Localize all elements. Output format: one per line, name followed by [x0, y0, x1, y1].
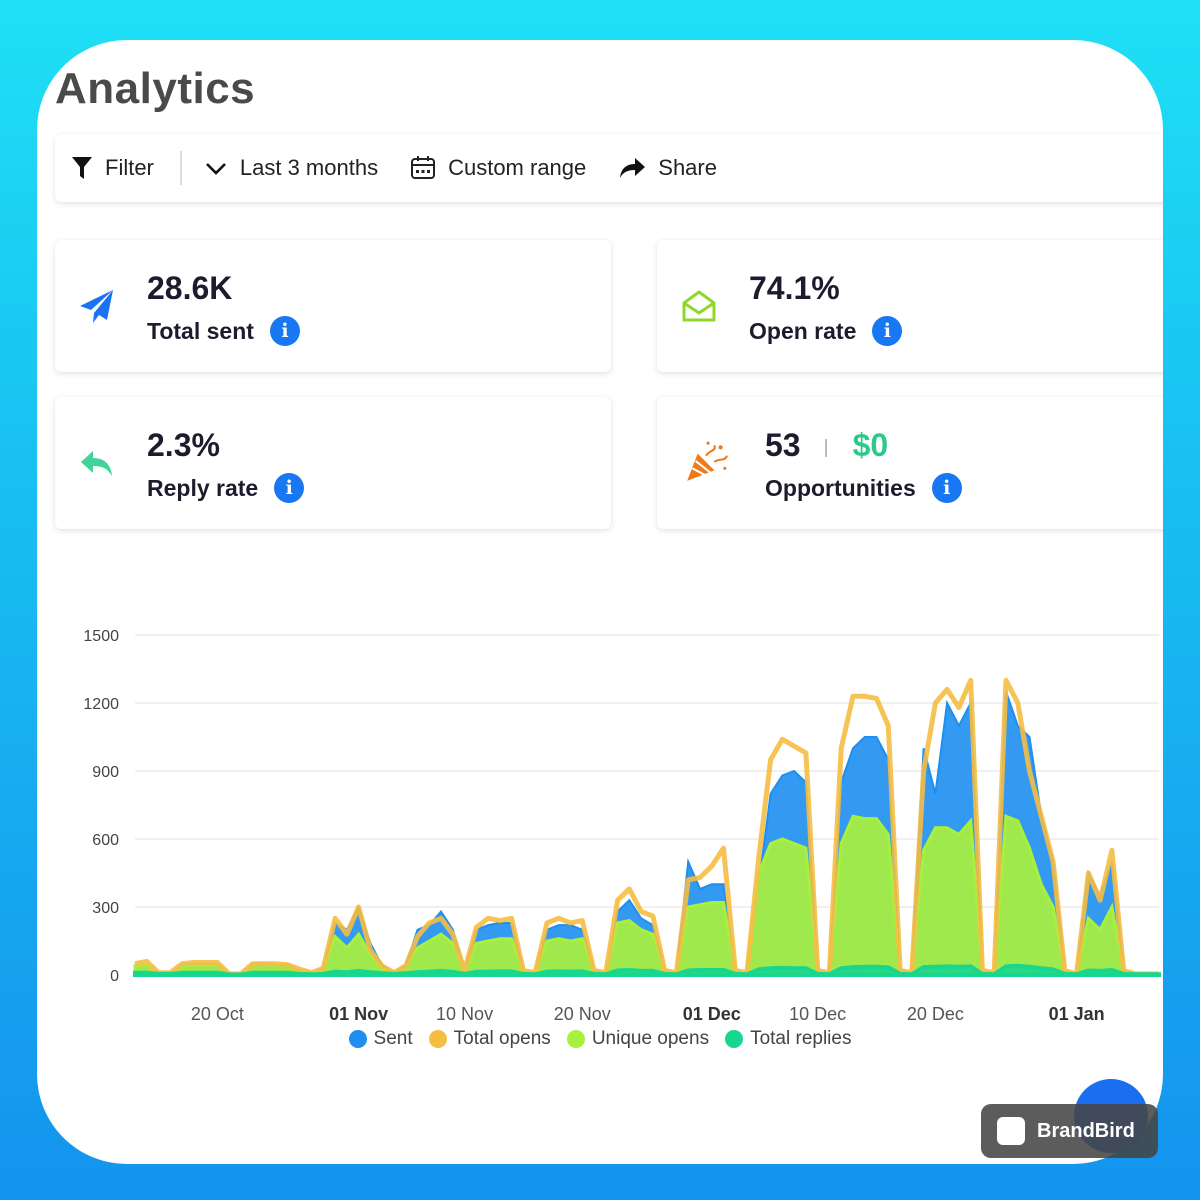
- legend-item-sent[interactable]: Sent: [348, 1028, 413, 1050]
- info-icon[interactable]: i: [269, 316, 300, 346]
- stat-label-text: Reply rate: [147, 474, 259, 501]
- stat-label: Reply rate i: [147, 473, 305, 503]
- x-tick-label: 01 Jan: [1049, 1004, 1105, 1024]
- series-total-replies-area: [133, 963, 1161, 977]
- legend-label: Total opens: [453, 1028, 551, 1049]
- y-tick-label: 1200: [83, 696, 119, 713]
- toolbar: Filter Last 3 months Custom range Share: [55, 134, 1163, 202]
- toolbar-divider: [179, 151, 182, 185]
- legend-swatch: [566, 1030, 585, 1048]
- x-tick-label: 10 Nov: [436, 1004, 493, 1024]
- legend-label: Total replies: [750, 1028, 852, 1049]
- stat-value: 28.6K: [147, 270, 233, 306]
- series-total-opens-line: [134, 677, 1159, 977]
- legend-item-unique-opens[interactable]: Unique opens: [566, 1028, 710, 1050]
- analytics-chart: 0 300 600 900 1200 1500 20 Oct 01 Nov 10 Nov 20 N…: [83, 628, 1161, 1024]
- paper-plane-icon: [80, 290, 113, 323]
- stat-label-text: Opportunities: [765, 474, 916, 501]
- x-tick-label: 10 Dec: [789, 1004, 846, 1024]
- y-tick-label: 300: [92, 900, 119, 917]
- series-unique-opens-area: [133, 814, 1161, 977]
- custom-range-button[interactable]: Custom range: [410, 155, 586, 181]
- share-arrow-icon: [620, 158, 646, 178]
- legend-item-total-replies[interactable]: Total replies: [725, 1028, 851, 1050]
- filter-button[interactable]: Filter: [71, 155, 154, 181]
- stat-value: 53 $0: [765, 427, 888, 464]
- legend-swatch: [725, 1030, 744, 1048]
- page-title: Analytics: [55, 64, 256, 113]
- date-range-dropdown[interactable]: Last 3 months: [204, 155, 378, 181]
- legend-item-total-opens[interactable]: Total opens: [428, 1028, 551, 1050]
- x-tick-label: 20 Oct: [191, 1004, 244, 1024]
- date-range-label: Last 3 months: [239, 155, 379, 180]
- y-tick-label: 0: [110, 968, 119, 985]
- filter-label: Filter: [105, 155, 154, 180]
- brandbird-logo-icon: [997, 1117, 1025, 1145]
- y-tick-label: 600: [92, 832, 119, 849]
- stat-opportunities: 53 $0 Opportunities i: [657, 397, 1163, 529]
- x-tick-label: 01 Dec: [683, 1004, 741, 1024]
- info-icon[interactable]: i: [931, 473, 962, 503]
- calendar-icon: [411, 156, 436, 179]
- y-tick-label: 900: [92, 764, 119, 781]
- brand-watermark: BrandBird: [981, 1104, 1158, 1158]
- stat-open-rate: 74.1% Open rate i: [657, 240, 1163, 372]
- y-tick-label: 1500: [83, 628, 119, 645]
- filter-icon: [72, 157, 92, 179]
- x-tick-label: 01 Nov: [329, 1004, 388, 1024]
- chevron-down-icon: [205, 163, 226, 175]
- legend-label: Sent: [373, 1028, 413, 1049]
- reply-arrow-icon: [81, 451, 112, 476]
- info-icon[interactable]: i: [872, 316, 903, 346]
- share-label: Share: [658, 155, 717, 180]
- party-popper-icon: [687, 441, 728, 481]
- value-divider: [824, 438, 827, 457]
- analytics-card: Analytics Filter Last 3 months Custom ra…: [37, 40, 1163, 1164]
- legend-label: Unique opens: [591, 1028, 710, 1049]
- legend-swatch: [348, 1030, 367, 1048]
- opportunities-amount: $0: [852, 427, 889, 463]
- chart-legend: Sent Total opens Unique opens Total repl…: [37, 1028, 1163, 1050]
- share-button[interactable]: Share: [618, 155, 717, 181]
- stat-label: Open rate i: [749, 316, 903, 346]
- stat-value: 74.1%: [749, 270, 840, 306]
- stat-label: Opportunities i: [765, 473, 962, 503]
- info-icon[interactable]: i: [274, 473, 305, 503]
- custom-range-label: Custom range: [448, 155, 587, 180]
- x-tick-label: 20 Nov: [554, 1004, 611, 1024]
- stat-label: Total sent i: [147, 316, 300, 346]
- stat-reply-rate: 2.3% Reply rate i: [55, 397, 611, 529]
- stat-value: 2.3%: [147, 427, 220, 463]
- stat-label-text: Total sent: [147, 317, 254, 344]
- legend-swatch: [428, 1030, 447, 1048]
- opportunities-count: 53: [765, 427, 801, 463]
- stat-total-sent: 28.6K Total sent i: [55, 240, 611, 372]
- brand-name: BrandBird: [1037, 1119, 1135, 1142]
- stat-label-text: Open rate: [749, 317, 857, 344]
- open-envelope-icon: [682, 290, 716, 322]
- x-tick-label: 20 Dec: [907, 1004, 964, 1024]
